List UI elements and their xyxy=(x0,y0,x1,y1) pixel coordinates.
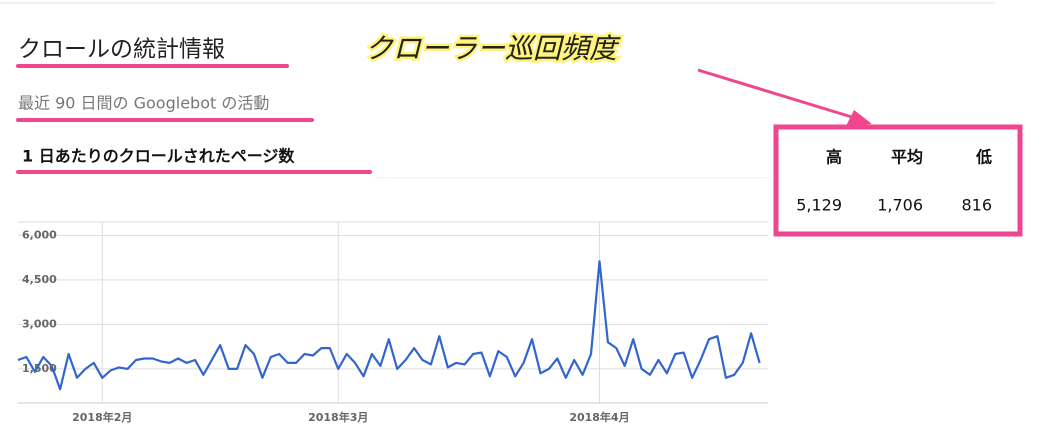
stat-value: 816 xyxy=(961,196,992,215)
x-tick-label: 2018年4月 xyxy=(569,410,629,424)
annotation: クローラー巡回頻度 xyxy=(365,32,621,65)
data-line xyxy=(17,260,761,391)
arrow-head xyxy=(846,110,872,126)
y-tick-label: 6,000 xyxy=(22,228,57,241)
stat-value: 5,129 xyxy=(796,196,842,215)
stat-header: 低 xyxy=(975,148,992,167)
stat-header: 平均 xyxy=(891,148,923,167)
section-title: 1 日あたりのクロールされたページ数 xyxy=(22,147,295,166)
arrow xyxy=(697,68,856,120)
x-tick-label: 2018年2月 xyxy=(72,410,132,424)
stat-header: 高 xyxy=(826,148,842,167)
highlight-box xyxy=(773,124,1023,237)
y-tick-label: 4,500 xyxy=(22,273,57,286)
stat-value: 1,706 xyxy=(877,196,923,215)
y-tick-label: 3,000 xyxy=(22,317,57,330)
subtitle: 最近 90 日間の Googlebot の活動 xyxy=(18,94,269,113)
x-tick-label: 2018年3月 xyxy=(308,410,368,424)
page-title: クロールの統計情報 xyxy=(18,37,225,63)
